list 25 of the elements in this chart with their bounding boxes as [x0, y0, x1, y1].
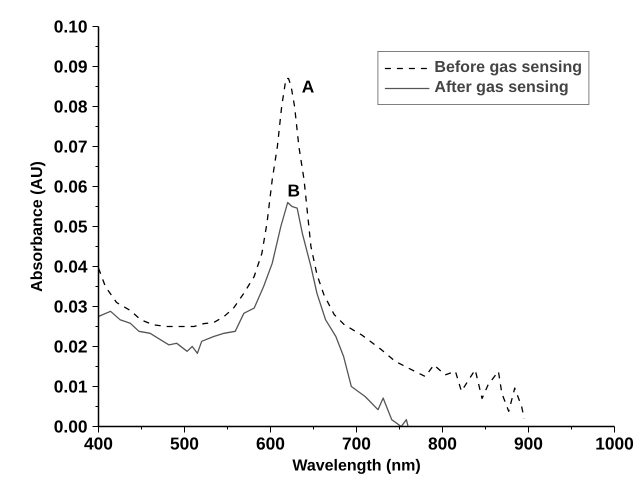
- y-tick-label: 0.05: [54, 216, 88, 236]
- y-tick-label: 0.09: [54, 56, 88, 76]
- y-tick-label: 0.08: [54, 96, 88, 116]
- x-tick-label: 600: [256, 434, 285, 454]
- x-tick-label: 500: [170, 434, 199, 454]
- y-tick-label: 0.00: [54, 416, 88, 436]
- y-tick-label: 0.04: [54, 256, 88, 276]
- x-tick-label: 1000: [595, 434, 634, 454]
- line-series: [98, 202, 409, 426]
- y-tick-label: 0.07: [54, 136, 88, 156]
- annotation: A: [302, 76, 315, 96]
- y-tick-label: 0.02: [54, 336, 88, 356]
- annotation: B: [287, 180, 300, 200]
- y-tick-label: 0.01: [54, 376, 88, 396]
- y-tick-label: 0.03: [54, 296, 88, 316]
- y-axis-title: Absorbance (AU): [28, 161, 46, 292]
- x-tick-label: 700: [342, 434, 371, 454]
- legend-label: Before gas sensing: [434, 59, 582, 77]
- x-tick-label: 800: [428, 434, 457, 454]
- y-tick-label: 0.06: [54, 176, 88, 196]
- y-tick-label: 0.10: [54, 16, 88, 36]
- x-axis-title: Wavelength (nm): [292, 458, 421, 474]
- x-tick-label: 900: [514, 434, 543, 454]
- legend-label: After gas sensing: [434, 79, 569, 97]
- x-tick-label: 400: [84, 434, 113, 454]
